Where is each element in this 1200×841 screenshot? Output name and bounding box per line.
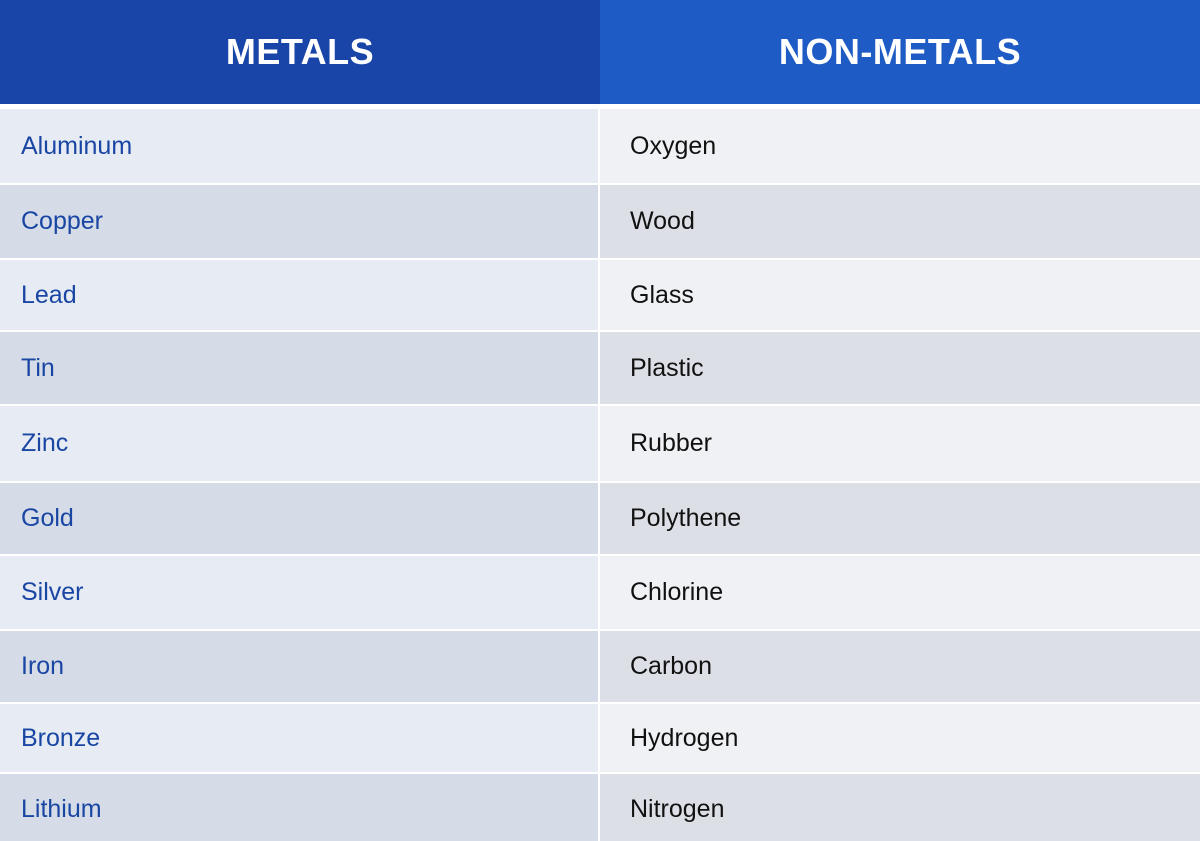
nonmetal-cell: Plastic <box>598 332 1200 404</box>
table-row: Aluminum Oxygen <box>0 109 1200 185</box>
metal-cell: Tin <box>0 332 598 404</box>
nonmetal-cell: Glass <box>598 260 1200 330</box>
nonmetal-cell: Wood <box>598 185 1200 258</box>
table-row: Lead Glass <box>0 260 1200 332</box>
nonmetal-cell: Polythene <box>598 483 1200 554</box>
table-row: Copper Wood <box>0 185 1200 260</box>
metal-cell: Zinc <box>0 406 598 481</box>
metal-cell: Bronze <box>0 704 598 772</box>
nonmetal-cell: Nitrogen <box>598 774 1200 841</box>
metal-cell: Silver <box>0 556 598 629</box>
table-header: METALS NON-METALS <box>0 0 1200 104</box>
nonmetal-cell: Carbon <box>598 631 1200 702</box>
table-row: Iron Carbon <box>0 631 1200 704</box>
table-row: Bronze Hydrogen <box>0 704 1200 774</box>
metal-cell: Gold <box>0 483 598 554</box>
header-divider <box>0 104 1200 109</box>
metal-cell: Lithium <box>0 774 598 841</box>
table-row: Silver Chlorine <box>0 556 1200 631</box>
table-row: Tin Plastic <box>0 332 1200 406</box>
table-row: Gold Polythene <box>0 483 1200 556</box>
metals-column-header: METALS <box>0 0 600 104</box>
nonmetal-cell: Chlorine <box>598 556 1200 629</box>
metal-cell: Aluminum <box>0 109 598 183</box>
table-row: Lithium Nitrogen <box>0 774 1200 841</box>
metal-cell: Copper <box>0 185 598 258</box>
table-row: Zinc Rubber <box>0 406 1200 483</box>
nonmetal-cell: Hydrogen <box>598 704 1200 772</box>
metal-cell: Iron <box>0 631 598 702</box>
nonmetal-cell: Rubber <box>598 406 1200 481</box>
metal-cell: Lead <box>0 260 598 330</box>
nonmetals-column-header: NON-METALS <box>600 0 1200 104</box>
nonmetal-cell: Oxygen <box>598 109 1200 183</box>
